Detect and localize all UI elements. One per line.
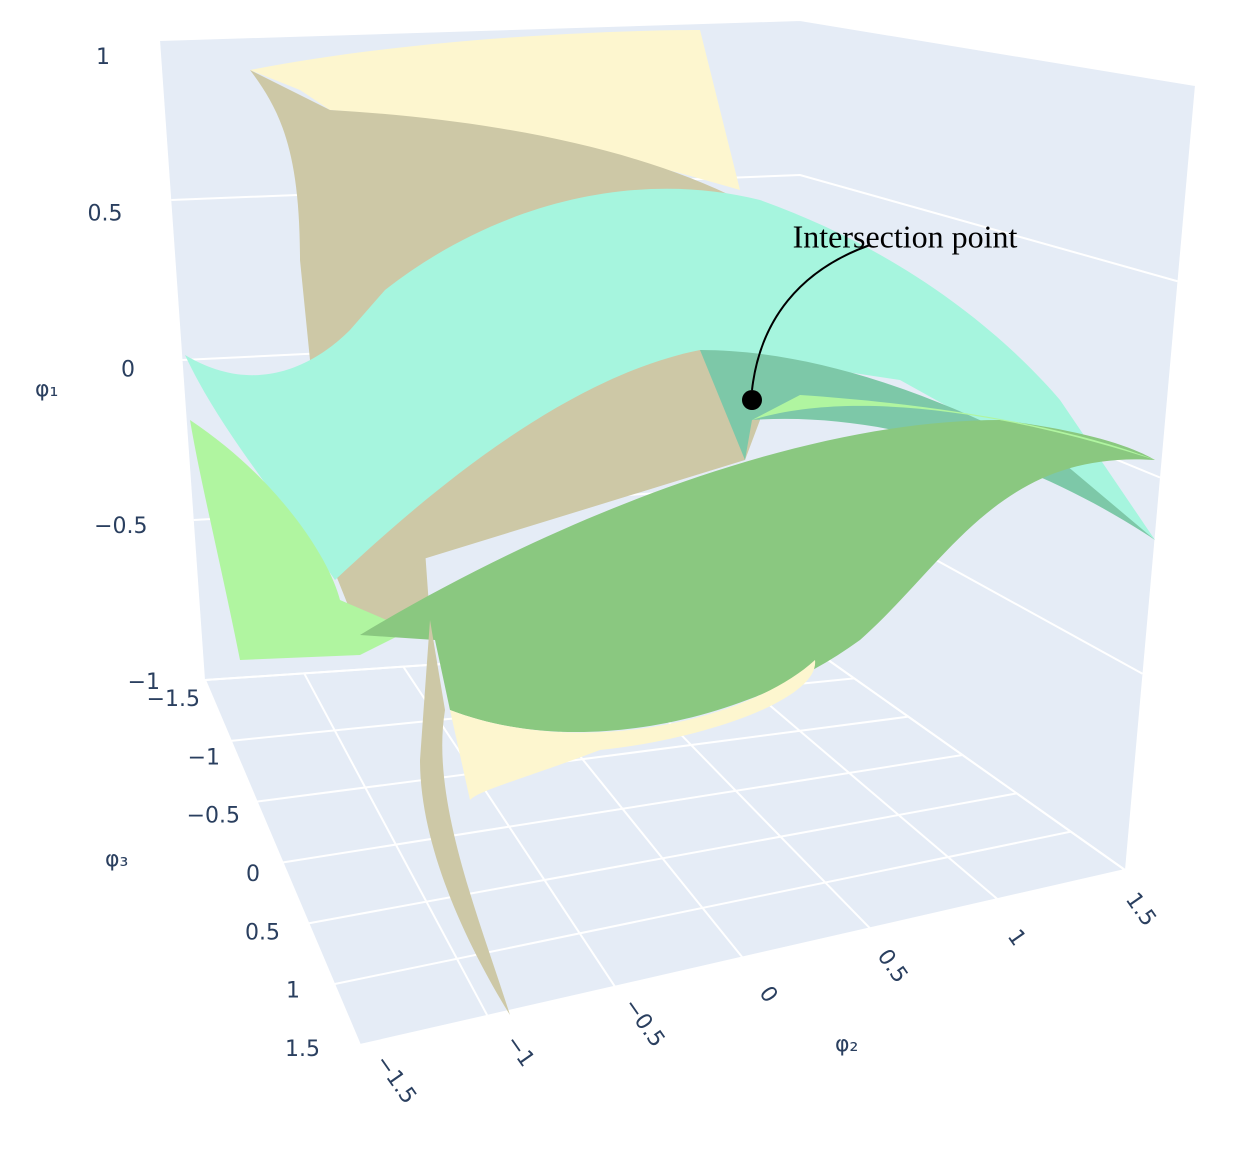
z-tick-label: 0	[121, 358, 135, 383]
y-tick-label: −0.5	[187, 804, 240, 829]
surface	[360, 420, 1155, 733]
surface	[250, 30, 740, 190]
grid-line	[308, 792, 1017, 925]
x-tick-label: −1.5	[370, 1051, 421, 1109]
z-tick-label: −0.5	[94, 514, 147, 539]
z-tick-label: 1	[96, 45, 110, 70]
x-tick-label: 1	[1002, 925, 1031, 951]
x-tick-label: 0	[754, 982, 783, 1008]
y-tick-label: 0.5	[245, 920, 280, 945]
z-tick-label: −1	[128, 670, 160, 695]
annotation-point	[742, 390, 762, 410]
grid-line	[333, 830, 1072, 986]
z-tick-label: 0.5	[88, 201, 123, 226]
surfaces	[185, 30, 1155, 1015]
y-tick-label: 1	[286, 979, 300, 1004]
z-axis-title: φ₁	[35, 377, 58, 402]
y-tick-label: 1.5	[285, 1037, 320, 1062]
y-tick-label: −1.5	[147, 687, 200, 712]
x-axis-title: φ₂	[835, 1032, 858, 1057]
x-tick-label: 0.5	[872, 945, 913, 988]
surface	[420, 620, 510, 1015]
x-tick-label: −0.5	[618, 994, 669, 1052]
grid-line	[359, 869, 1126, 1046]
y-tick-label: −1	[188, 745, 220, 770]
x-tick-label: −1	[500, 1031, 539, 1072]
annotation: Intersection point	[793, 218, 1018, 254]
surface	[752, 395, 1155, 460]
surface	[190, 420, 410, 660]
y-axis-title: φ₃	[105, 847, 128, 872]
y-tick-label: 0	[246, 862, 260, 887]
grid-line	[282, 754, 963, 864]
x-tick-label: 1.5	[1120, 888, 1161, 931]
annotation-arrow	[751, 244, 871, 391]
surface	[450, 660, 816, 800]
grid-line	[256, 715, 909, 803]
grid-line	[159, 18, 1196, 86]
surface	[185, 188, 1155, 580]
